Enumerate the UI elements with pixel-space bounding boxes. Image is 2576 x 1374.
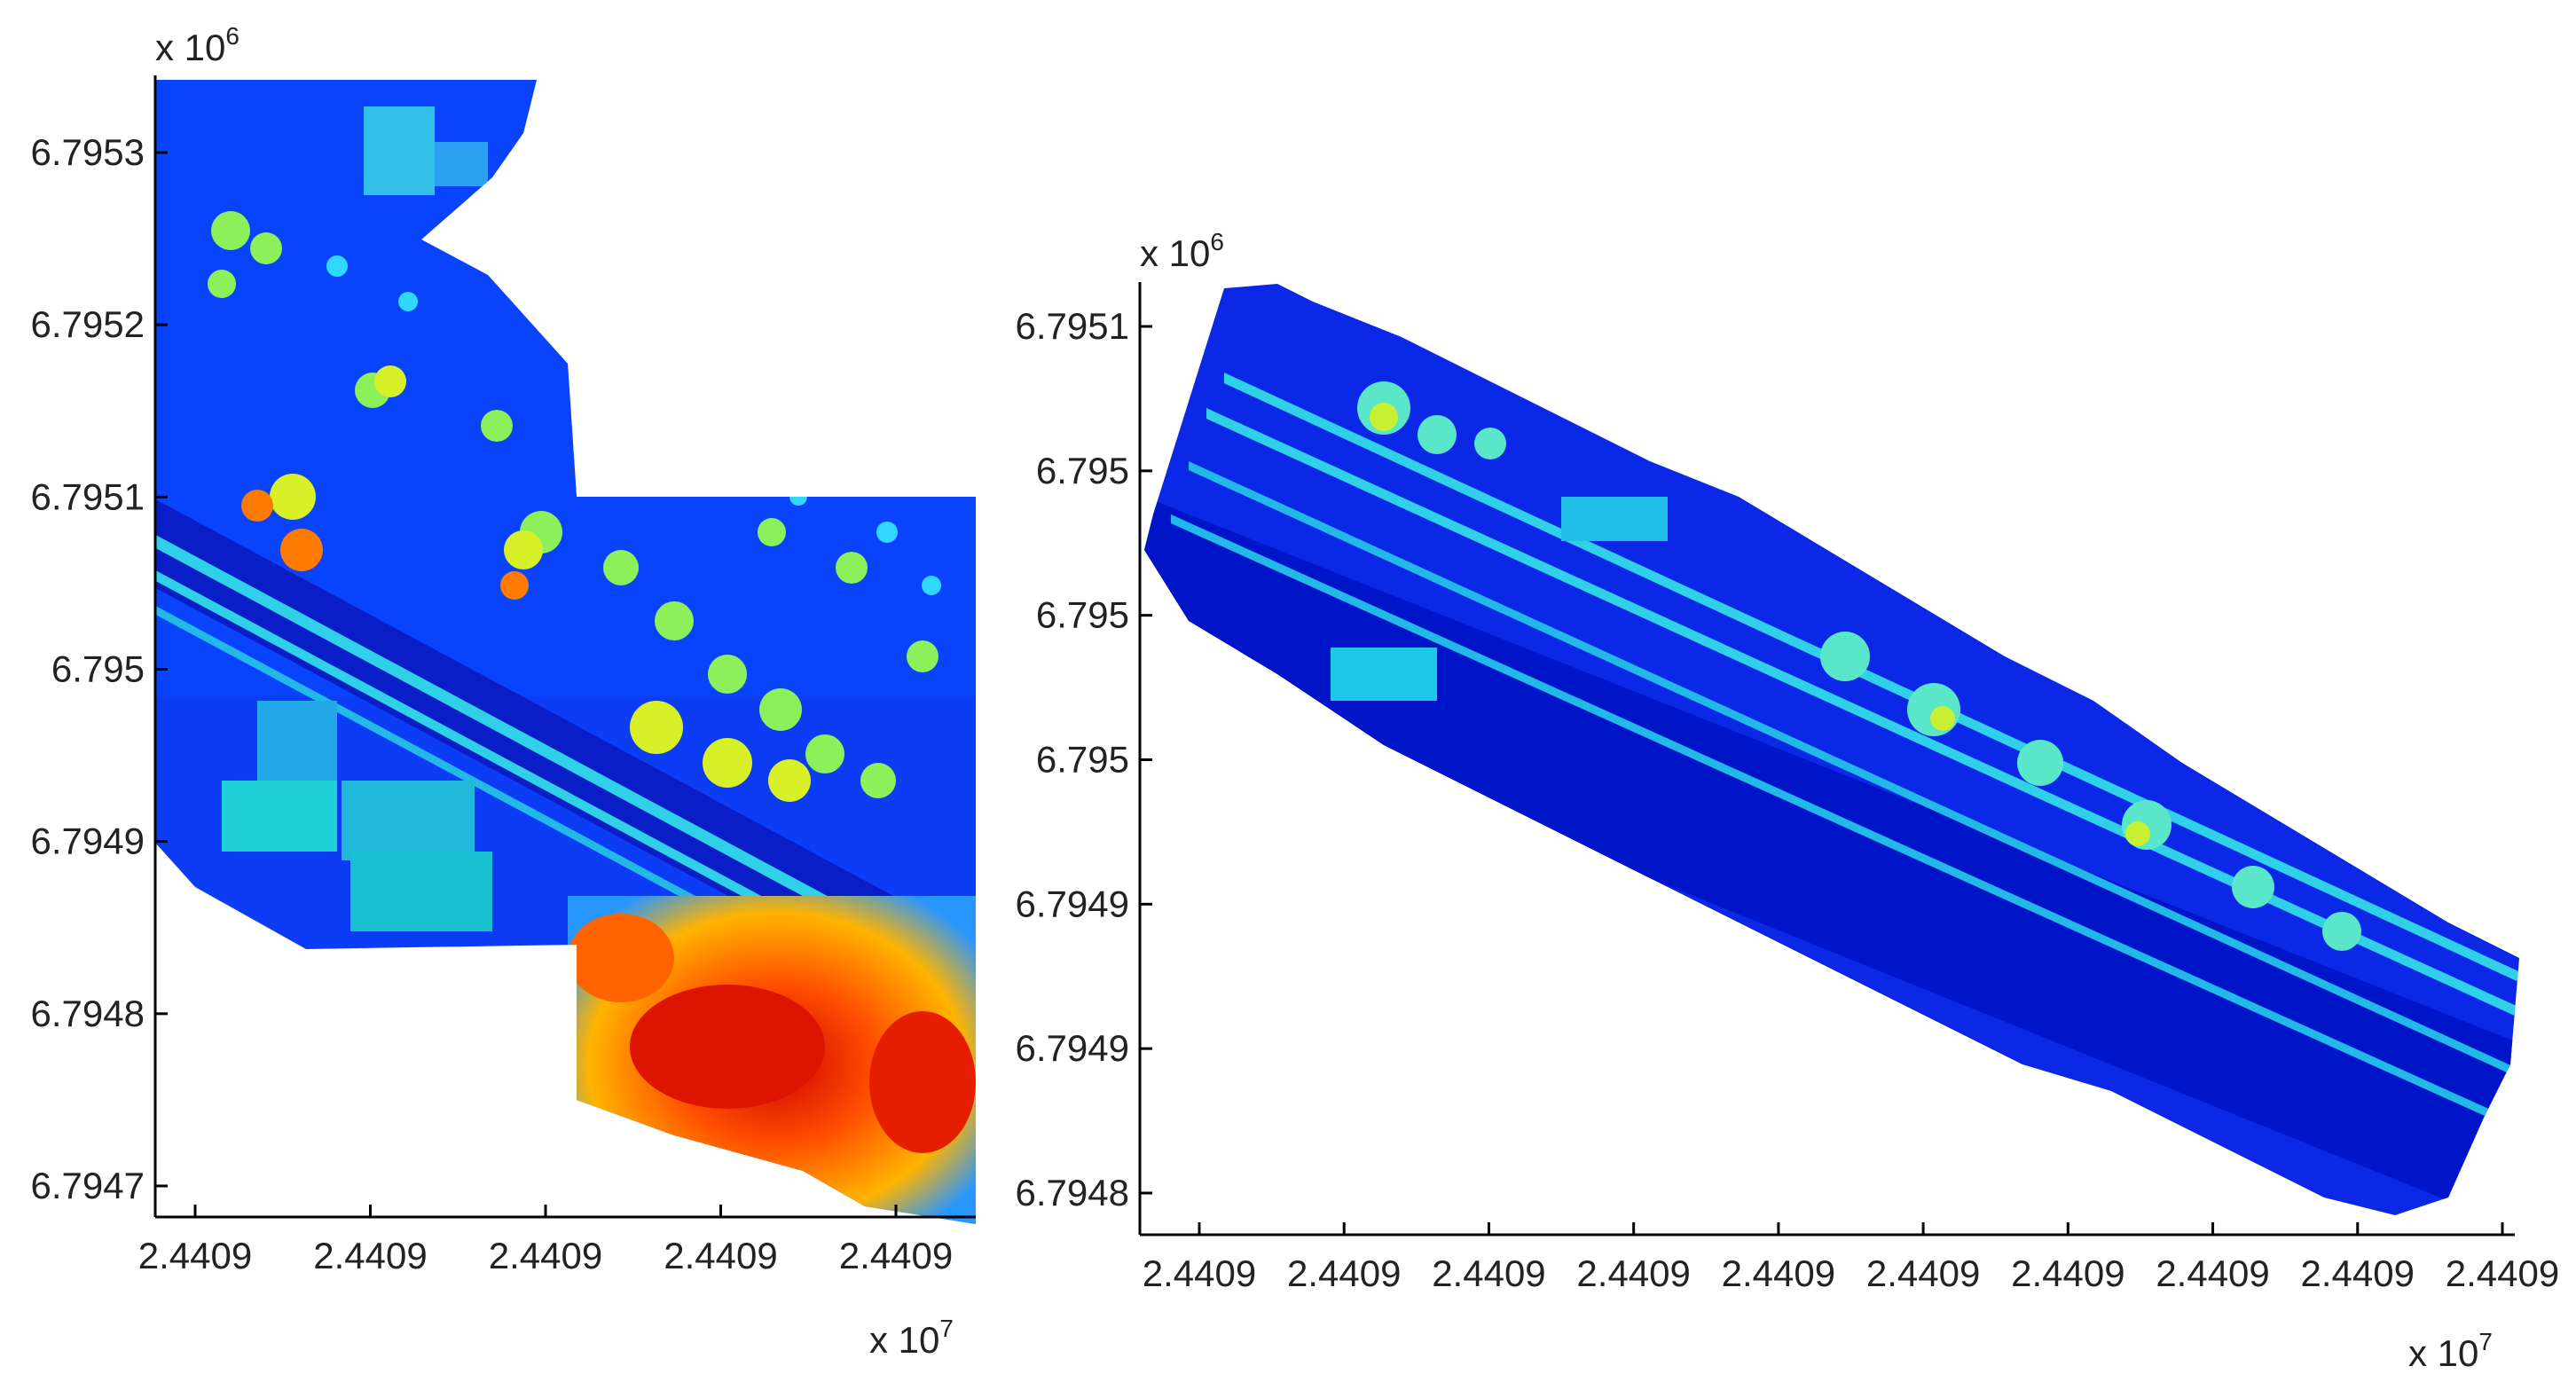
x-tick-label: 2.4409 xyxy=(138,1235,252,1276)
y-tick-label: 6.7948 xyxy=(31,993,145,1034)
x-tick-label: 2.4409 xyxy=(2446,1252,2559,1294)
right-x-ticks: 2.4409 2.4409 2.4409 2.4409 2.4409 2.4409 2.44… xyxy=(1143,1222,2559,1294)
left-y-exponent: x 106 xyxy=(155,22,240,68)
x-tick-label: 2.4409 xyxy=(489,1235,602,1276)
x-tick-label: 2.4409 xyxy=(1143,1252,1256,1294)
y-tick-label: 6.795 xyxy=(1036,594,1129,636)
y-tick-label: 6.7953 xyxy=(31,131,145,173)
right-y-exponent: x 106 xyxy=(1140,228,1224,274)
y-tick-label: 6.7952 xyxy=(31,303,145,345)
x-tick-label: 2.4409 xyxy=(1287,1252,1401,1294)
y-tick-label: 6.795 xyxy=(51,648,145,690)
x-tick-label: 2.4409 xyxy=(2156,1252,2269,1294)
y-tick-label: 6.795 xyxy=(1036,739,1129,781)
y-tick-label: 6.7947 xyxy=(31,1165,145,1206)
x-tick-label: 2.4409 xyxy=(1576,1252,1690,1294)
left-x-ticks: 2.4409 2.4409 2.4409 2.4409 2.4409 xyxy=(138,1205,953,1276)
left-y-ticks: 6.7953 6.7952 6.7951 6.795 6.7949 6.7948 6.794… xyxy=(31,131,168,1206)
y-tick-label: 6.7949 xyxy=(1016,1027,1129,1069)
x-tick-label: 2.4409 xyxy=(839,1235,953,1276)
right-heatmap-image xyxy=(1144,284,2519,1215)
y-tick-label: 6.7949 xyxy=(31,820,145,862)
x-tick-label: 2.4409 xyxy=(2011,1252,2124,1294)
right-x-exponent: x 107 xyxy=(2408,1328,2493,1374)
x-tick-label: 2.4409 xyxy=(1866,1252,1980,1294)
y-tick-label: 6.7951 xyxy=(1016,305,1129,347)
y-tick-label: 6.7948 xyxy=(1016,1172,1129,1213)
x-tick-label: 2.4409 xyxy=(664,1235,777,1276)
x-tick-label: 2.4409 xyxy=(1722,1252,1835,1294)
x-tick-label: 2.4409 xyxy=(313,1235,427,1276)
y-tick-label: 6.7949 xyxy=(1016,883,1129,924)
x-tick-label: 2.4409 xyxy=(1432,1252,1545,1294)
left-axes: 6.7953 6.7952 6.7951 6.795 6.7949 6.7948 6.794… xyxy=(31,22,976,1361)
y-tick-label: 6.795 xyxy=(1036,450,1129,491)
left-x-exponent: x 107 xyxy=(869,1315,954,1361)
right-axes: 6.79516.7956.7956.7956.79496.79496.7948 … xyxy=(1016,228,2560,1374)
y-tick-label: 6.7951 xyxy=(31,475,145,517)
left-heatmap-image xyxy=(155,80,976,1224)
x-tick-label: 2.4409 xyxy=(2301,1252,2415,1294)
right-y-ticks: 6.7951 6.795 6.795 6.795 6.7949 6.7949 6.7948 xyxy=(1016,305,1152,1213)
